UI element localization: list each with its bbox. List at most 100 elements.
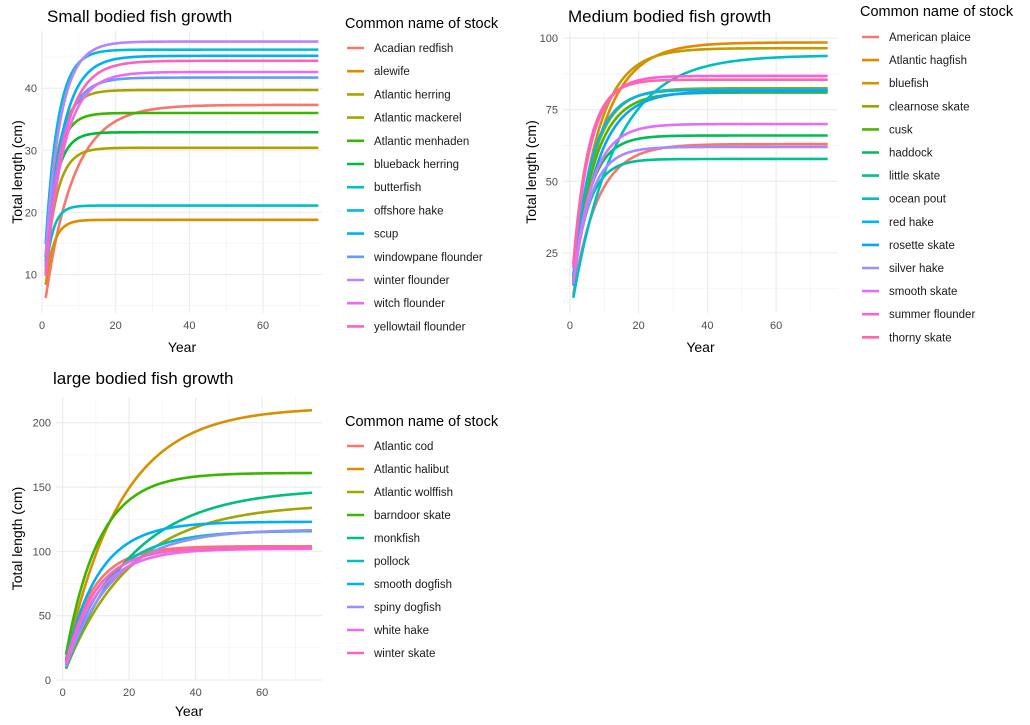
legend-label: smooth dogfish: [374, 579, 452, 591]
y-tick-label: 50: [546, 176, 558, 188]
series-line: [44, 70, 319, 277]
legend-label: Atlantic cod: [374, 441, 433, 453]
x-tick-label: 20: [110, 320, 122, 332]
y-tick-label: 10: [25, 269, 37, 281]
legend-label: winter skate: [373, 648, 435, 660]
legend-label: yellowtail flounder: [374, 321, 466, 333]
series-lines: [44, 40, 319, 299]
legend-label: barndoor skate: [374, 510, 451, 522]
legend-label: ocean pout: [889, 194, 947, 206]
legend-label: pollock: [374, 556, 410, 568]
y-axis-label: Total length (cm): [9, 120, 25, 223]
x-tick-label: 40: [190, 687, 202, 699]
y-tick-label: 30: [25, 145, 37, 157]
legend-label: bluefish: [889, 78, 929, 90]
series-lines: [64, 408, 313, 670]
series-line: [572, 142, 828, 295]
legend-label: alewife: [374, 66, 410, 78]
series-line: [44, 59, 319, 274]
x-tick-label: 20: [123, 687, 135, 699]
series-line: [572, 89, 828, 286]
legend-label: butterfish: [374, 182, 421, 194]
legend-label: Atlantic hagfish: [889, 55, 967, 67]
y-axis-label: Total length (cm): [523, 120, 539, 223]
legend-label: spiny dogfish: [374, 602, 441, 614]
x-tick-label: 40: [183, 320, 195, 332]
y-tick-label: 75: [546, 105, 558, 117]
series-line: [64, 506, 313, 670]
legend: Common name of stock Atlantic cod Atlantic…: [345, 414, 499, 660]
x-tick-label: 0: [567, 320, 573, 332]
series-line: [44, 146, 319, 273]
legend-label: Atlantic menhaden: [374, 136, 469, 148]
y-tick-label: 0: [45, 675, 51, 687]
legend-label: blueback herring: [374, 159, 459, 171]
legend-title: Common name of stock: [345, 414, 499, 430]
legend-label: cusk: [889, 124, 913, 136]
x-tick-label: 20: [633, 320, 645, 332]
legend-label: Atlantic halibut: [374, 464, 450, 476]
legend-label: white hake: [373, 625, 429, 637]
series-line: [64, 491, 313, 669]
legend-label: Acadian redfish: [374, 43, 453, 55]
legend-label: smooth skate: [889, 286, 957, 298]
series-line: [572, 41, 828, 284]
legend: Common name of stock Acadian redfish alewi…: [345, 16, 499, 333]
chart-panel-2: Medium bodied fish growth 0 20 40 60 25 50 75 10…: [523, 4, 1014, 355]
x-axis-label: Year: [168, 339, 197, 355]
series-line: [572, 88, 828, 276]
chart-panel-3: large bodied fish growth 0 20 40 60 0 50 100 150…: [9, 369, 499, 719]
legend-label: clearnose skate: [889, 101, 970, 113]
x-axis-label: Year: [686, 339, 715, 355]
series-line: [572, 46, 828, 279]
series-line: [572, 54, 828, 299]
legend-label: monkfish: [374, 533, 420, 545]
x-tick-label: 60: [257, 320, 269, 332]
y-tick-label: 50: [39, 611, 51, 623]
legend-label: haddock: [889, 148, 933, 160]
series-line: [64, 544, 313, 661]
series-line: [44, 54, 319, 267]
series-line: [572, 122, 828, 283]
series-line: [64, 546, 313, 663]
chart-title: Small bodied fish growth: [47, 7, 232, 26]
x-tick-label: 60: [770, 320, 782, 332]
legend-label: windowpane flounder: [373, 252, 483, 264]
series-line: [44, 111, 319, 257]
legend-title: Common name of stock: [345, 16, 499, 32]
x-tick-label: 0: [39, 320, 45, 332]
series-line: [572, 78, 828, 264]
y-axis-label: Total length (cm): [9, 487, 25, 590]
legend-label: American plaice: [889, 32, 971, 44]
series-line: [572, 145, 828, 284]
series-line: [64, 471, 313, 655]
chart-title: Medium bodied fish growth: [568, 7, 771, 26]
legend-label: rosette skate: [889, 240, 955, 252]
legend-label: thorny skate: [889, 332, 952, 344]
y-tick-label: 100: [540, 33, 558, 45]
series-line: [44, 88, 319, 258]
legend-label: offshore hake: [374, 205, 443, 217]
series-line: [44, 130, 319, 263]
series-line: [44, 204, 319, 275]
series-line: [64, 520, 313, 662]
series-lines: [572, 41, 828, 299]
series-line: [44, 76, 319, 268]
series-line: [44, 40, 319, 255]
series-line: [44, 103, 319, 299]
series-line: [572, 157, 828, 284]
legend-label: witch flounder: [373, 298, 445, 310]
series-line: [44, 218, 319, 286]
x-tick-label: 40: [701, 320, 713, 332]
series-line: [64, 528, 313, 668]
chart-title: large bodied fish growth: [53, 369, 234, 388]
y-tick-label: 25: [546, 248, 558, 260]
legend-title: Common name of stock: [860, 4, 1014, 20]
legend-label: summer flounder: [889, 309, 975, 321]
legend-label: silver hake: [889, 263, 944, 275]
legend-label: winter flounder: [373, 275, 450, 287]
y-tick-label: 200: [33, 418, 51, 430]
chart-panel-1: Small bodied fish growth 0 20 40 60 10 20 30 40 Y…: [9, 7, 499, 355]
legend-label: Atlantic herring: [374, 89, 451, 101]
